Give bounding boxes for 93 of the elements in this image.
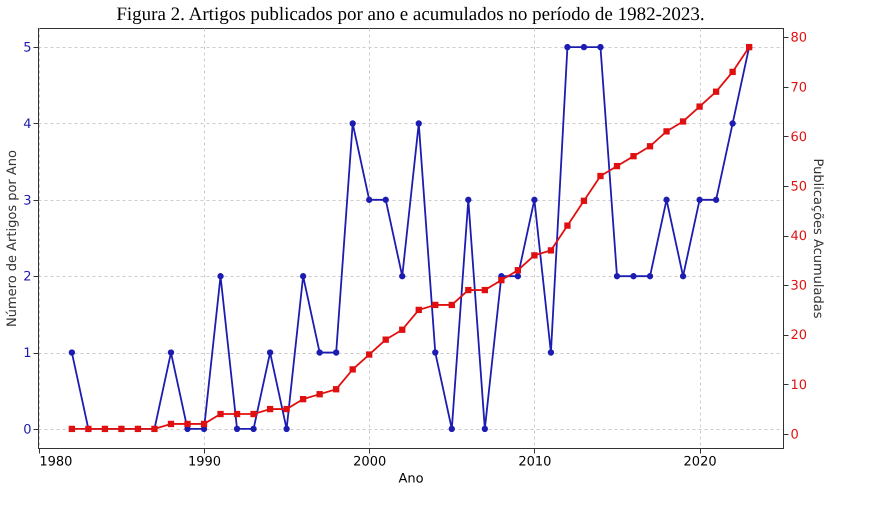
- point: [448, 426, 455, 432]
- point: [266, 349, 274, 356]
- point: [564, 222, 571, 229]
- y2-axis-title: Publicações Acumuladas: [810, 158, 826, 319]
- point: [250, 410, 257, 418]
- point: [366, 196, 372, 203]
- point: [300, 273, 306, 280]
- point: [283, 406, 290, 412]
- point: [630, 153, 637, 160]
- y2-tick-label: 80: [790, 30, 808, 46]
- point: [712, 196, 720, 203]
- point: [696, 103, 703, 110]
- y2-tick-label: 10: [790, 378, 808, 393]
- point: [482, 286, 488, 294]
- point: [350, 366, 356, 373]
- y-tick-label: 4: [23, 116, 32, 132]
- x-axis-title: Ano: [398, 472, 424, 486]
- point: [498, 276, 505, 284]
- point: [597, 44, 604, 50]
- point: [663, 196, 670, 203]
- point: [333, 386, 340, 392]
- point: [184, 420, 191, 428]
- y2-tick-label: 70: [790, 80, 808, 96]
- x-tick-label: 2000: [353, 454, 386, 470]
- y-tick-label: 5: [23, 40, 32, 56]
- point: [614, 273, 620, 280]
- point: [514, 267, 522, 274]
- point: [729, 68, 736, 76]
- point: [399, 273, 406, 280]
- point: [234, 426, 240, 432]
- point: [531, 196, 538, 203]
- point: [68, 426, 76, 432]
- point: [300, 396, 306, 402]
- point: [316, 391, 323, 398]
- point: [646, 273, 654, 280]
- point: [614, 162, 620, 170]
- y-tick-label: 1: [23, 346, 32, 362]
- point: [482, 426, 488, 432]
- point: [217, 273, 224, 280]
- y2-tick-label: 50: [790, 179, 808, 194]
- point: [548, 247, 554, 254]
- point: [465, 286, 472, 294]
- point: [68, 349, 76, 356]
- point: [316, 349, 323, 356]
- x-tick-label: 1980: [39, 454, 72, 470]
- point: [432, 349, 438, 356]
- chart-title: Figura 2. Artigos publicados por ano e acumulados no período de 1982-2023.: [116, 4, 705, 25]
- point: [168, 349, 174, 356]
- y2-tick-label: 60: [790, 130, 808, 145]
- point: [333, 349, 340, 356]
- y-tick-label: 2: [23, 270, 32, 285]
- point: [217, 410, 224, 418]
- x-tick-label: 1990: [188, 454, 222, 470]
- point: [283, 426, 290, 432]
- y-axis-title: Número de Artigos por Ano: [5, 150, 20, 327]
- point: [399, 326, 406, 333]
- point: [168, 420, 174, 428]
- point: [448, 302, 455, 308]
- y2-tick-label: 20: [790, 328, 808, 344]
- point: [630, 273, 637, 280]
- point: [416, 120, 422, 127]
- point: [382, 336, 389, 343]
- point: [680, 118, 686, 125]
- point: [663, 128, 670, 135]
- y-tick-label: 3: [23, 193, 32, 208]
- point: [548, 349, 554, 356]
- point: [564, 44, 571, 50]
- point: [696, 196, 703, 203]
- y2-tick-label: 40: [790, 229, 808, 244]
- point: [646, 143, 654, 150]
- point: [597, 172, 604, 180]
- point: [200, 420, 208, 428]
- x-tick-label: 2010: [518, 454, 552, 470]
- point: [366, 351, 372, 358]
- point: [580, 198, 588, 204]
- y2-tick-label: 0: [790, 427, 799, 442]
- point: [266, 406, 274, 412]
- point: [250, 426, 257, 432]
- x-tick-label: 2020: [684, 454, 717, 470]
- point: [350, 120, 356, 127]
- point: [416, 306, 422, 314]
- point: [729, 120, 736, 127]
- point: [580, 44, 588, 50]
- point: [531, 252, 538, 259]
- y2-tick-label: 30: [790, 278, 808, 294]
- point: [432, 302, 438, 308]
- point: [234, 410, 240, 418]
- point: [712, 88, 720, 95]
- y-tick-label: 0: [23, 422, 32, 438]
- point: [514, 273, 522, 280]
- point: [382, 196, 389, 203]
- point: [680, 273, 686, 280]
- point: [465, 196, 472, 203]
